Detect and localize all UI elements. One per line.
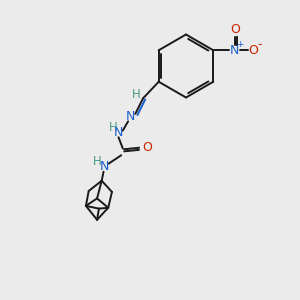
Text: O: O <box>248 44 258 57</box>
Text: N: N <box>99 160 109 173</box>
Text: H: H <box>132 88 141 101</box>
Text: H: H <box>93 155 102 168</box>
Text: N: N <box>230 44 240 57</box>
Text: +: + <box>236 40 244 49</box>
Text: H: H <box>109 121 118 134</box>
Text: O: O <box>230 23 240 36</box>
Text: N: N <box>126 110 135 123</box>
Text: O: O <box>142 141 152 154</box>
Text: -: - <box>257 38 262 51</box>
Text: N: N <box>114 126 123 139</box>
